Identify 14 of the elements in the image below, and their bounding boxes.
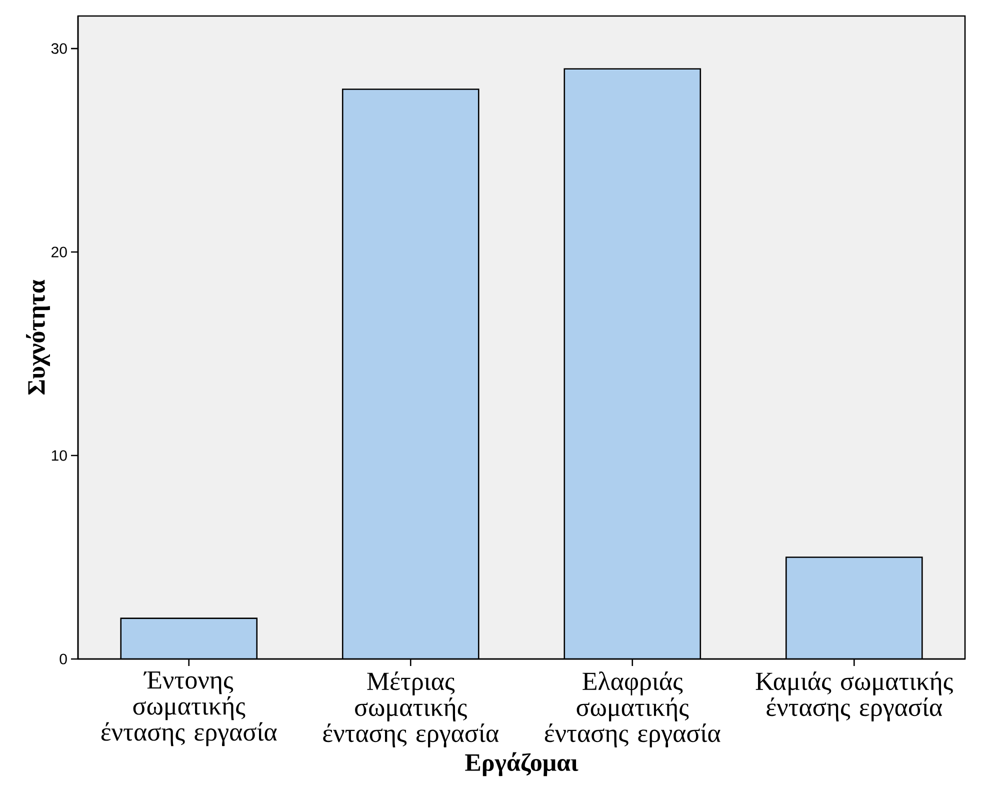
y-tick-label: 0 bbox=[60, 654, 67, 664]
y-tick-label: 30 bbox=[51, 43, 67, 54]
bar bbox=[120, 618, 257, 659]
y-tick-label: 10 bbox=[52, 450, 67, 461]
bar bbox=[785, 556, 923, 659]
x-tick-label: Μέτριας σωματικής έντασης εργασία bbox=[323, 672, 499, 748]
y-axis-title: Συχνότητα bbox=[26, 280, 50, 395]
x-tick-label: Έντονης σωματικής έντασης εργασία bbox=[101, 672, 277, 746]
x-tick-label: Ελαφριάς σωματικής έντασης εργασία bbox=[544, 672, 720, 748]
x-tick-label: Καμιάς σωματικής έντασης εργασία bbox=[756, 672, 953, 722]
bar bbox=[564, 68, 700, 659]
y-tick-label: 20 bbox=[52, 246, 67, 258]
bar bbox=[342, 89, 479, 659]
x-axis-title: Εργάζομαι bbox=[465, 752, 578, 776]
